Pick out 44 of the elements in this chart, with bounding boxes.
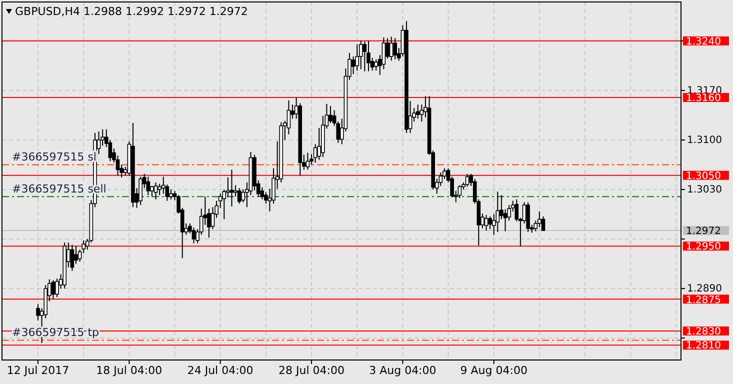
candlestick xyxy=(51,280,56,300)
candlestick xyxy=(192,227,196,244)
y-tick-label: 1.3100 xyxy=(687,134,722,146)
candlestick xyxy=(74,246,78,264)
ref-line-label: 1.2810 xyxy=(686,340,721,352)
x-tick-label: 12 Jul 2017 xyxy=(6,364,70,377)
candlestick xyxy=(393,38,397,60)
ref-line-label: 1.2830 xyxy=(686,326,721,338)
x-tick-label: 24 Jul 04:00 xyxy=(187,364,254,377)
candlestick xyxy=(138,176,142,206)
x-tick-label: 3 Aug 04:00 xyxy=(369,364,436,377)
candlestick xyxy=(458,184,462,198)
y-tick-label: 1.3030 xyxy=(687,184,722,196)
candlestick xyxy=(70,244,74,272)
candlestick xyxy=(374,58,378,72)
candlestick xyxy=(328,106,332,124)
candlestick xyxy=(359,40,363,70)
candlestick xyxy=(496,191,500,232)
chart-title: GBPUSD,H4 1.2988 1.2992 1.2972 1.2972 xyxy=(15,5,248,18)
candlestick xyxy=(366,40,370,72)
x-tick-label: 28 Jul 04:00 xyxy=(278,364,344,377)
x-tick-label: 18 Jul 04:00 xyxy=(96,364,162,377)
ref-line-label: 1.3050 xyxy=(686,170,721,182)
candlestick xyxy=(526,202,530,232)
candlestick xyxy=(169,188,173,200)
x-tick-label: 9 Aug 04:00 xyxy=(460,364,528,377)
y-tick-label: 1.2890 xyxy=(687,284,722,295)
candlestick xyxy=(355,44,359,72)
candlestick xyxy=(150,185,154,198)
ref-line-label: 1.2950 xyxy=(686,242,721,253)
candlestick xyxy=(362,41,367,72)
candlestick xyxy=(55,278,59,298)
candlestick xyxy=(541,216,546,232)
ref-line-label: 1.2972 xyxy=(686,226,721,238)
ref-line-label: 1.2875 xyxy=(686,294,721,306)
candlestick xyxy=(237,188,242,204)
candlestick xyxy=(465,173,470,188)
candlestick xyxy=(484,214,488,232)
candlestick xyxy=(416,104,420,120)
candlestick xyxy=(389,36,394,62)
ref-line-label: 1.3240 xyxy=(686,36,721,48)
candlestick xyxy=(538,210,542,228)
candlestick xyxy=(146,176,150,196)
candlestick xyxy=(154,182,158,200)
